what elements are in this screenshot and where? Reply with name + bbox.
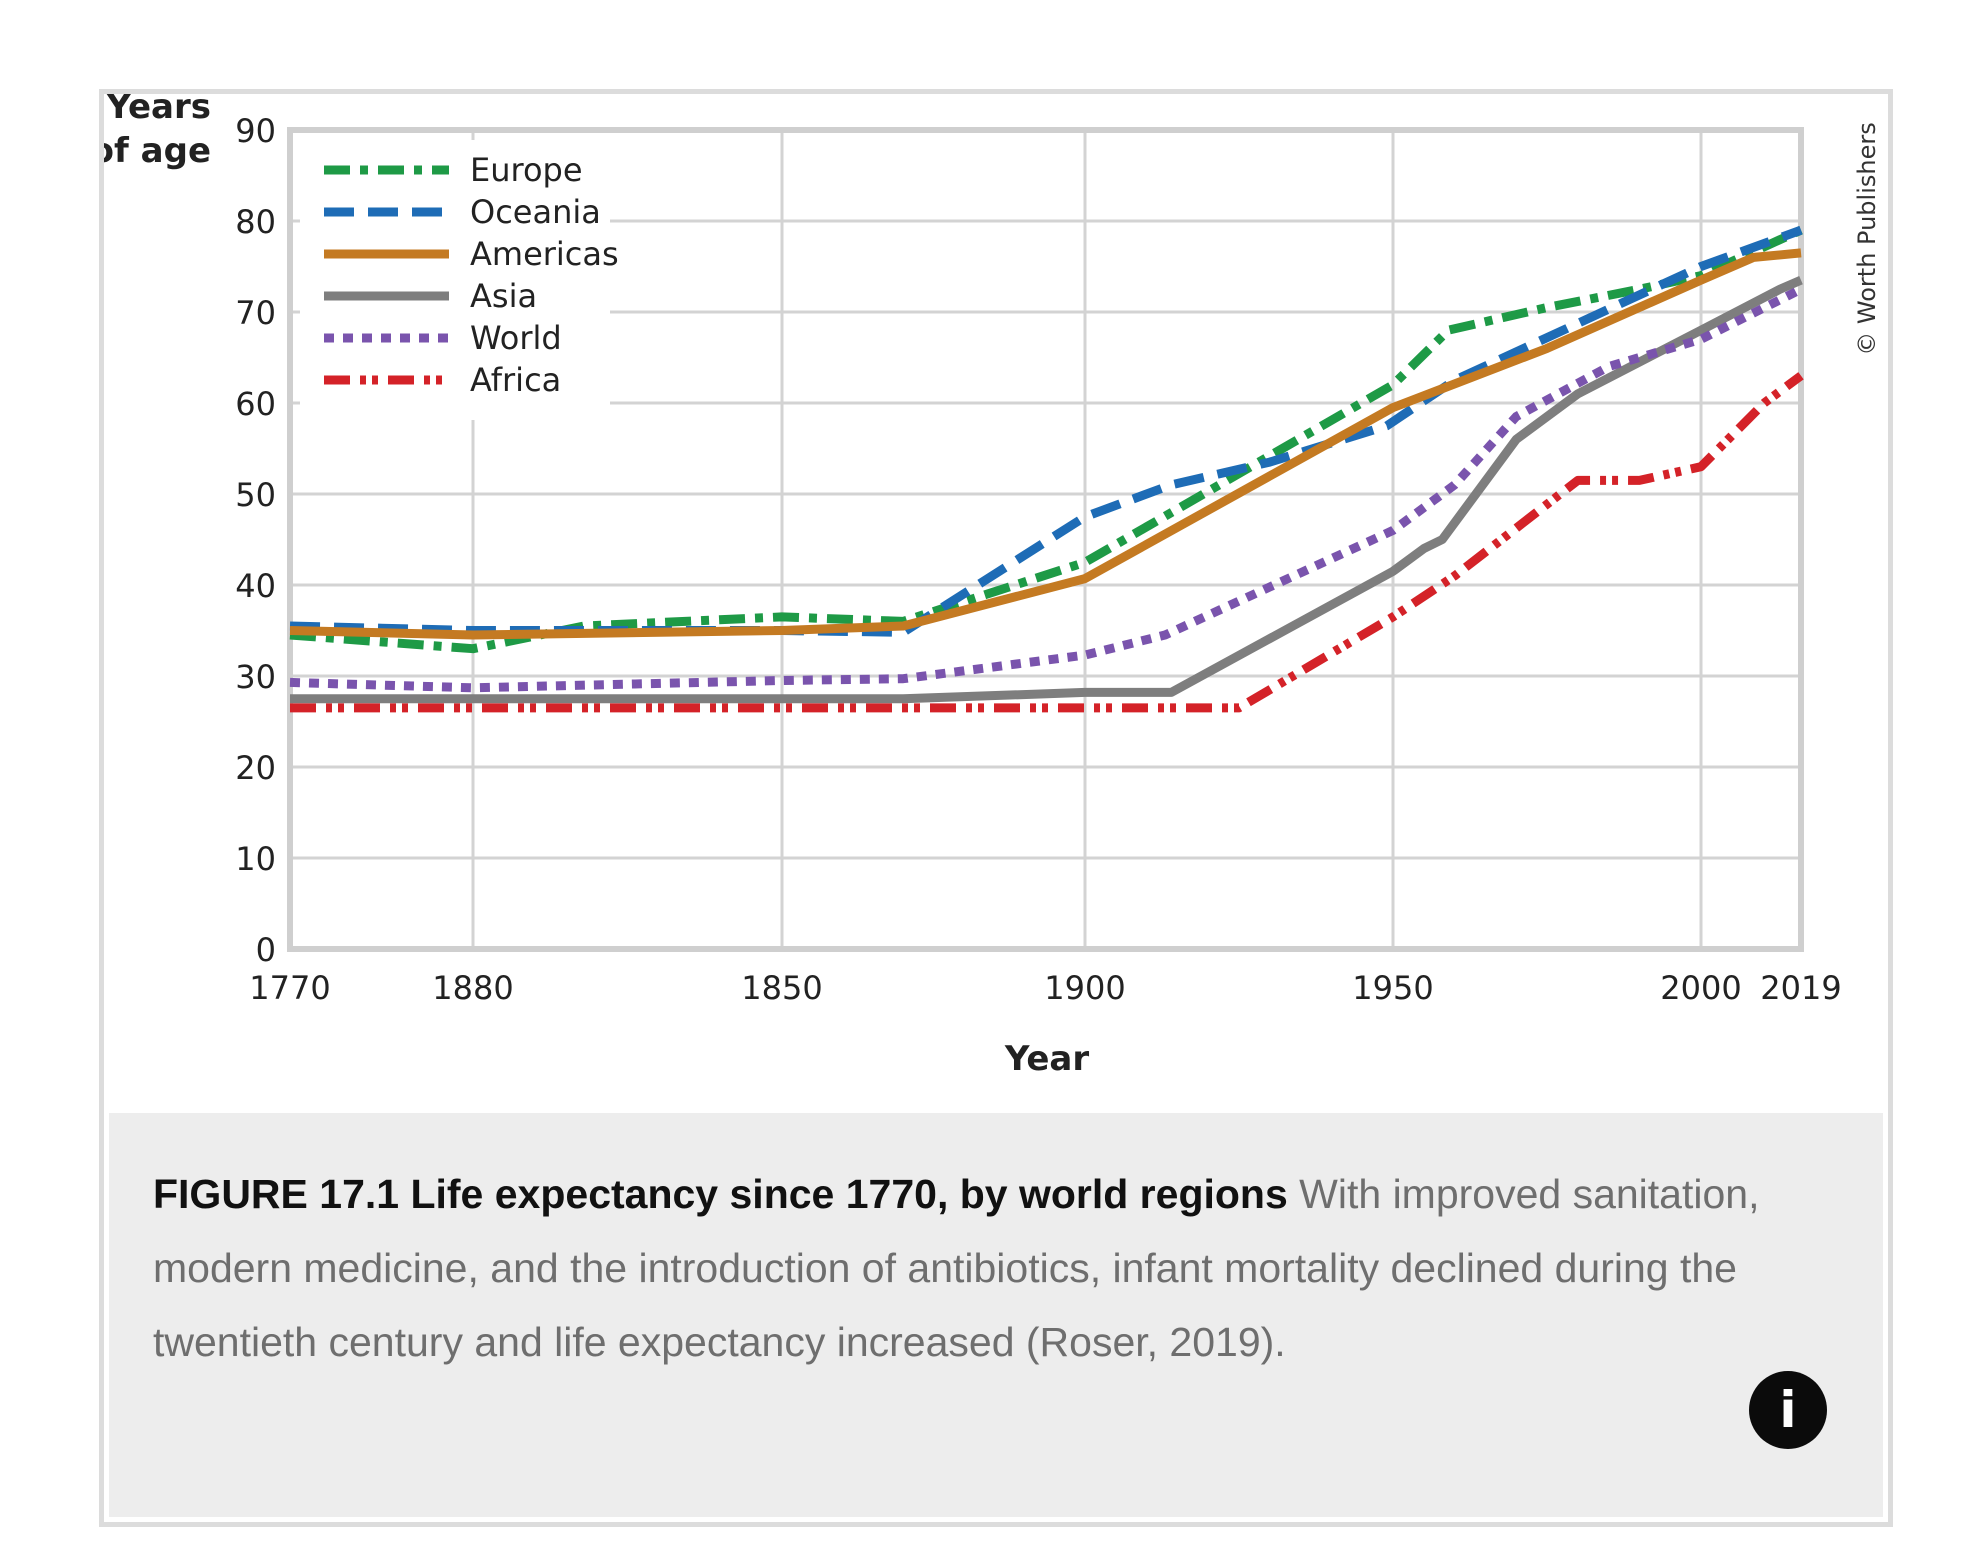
x-tick-label: 2000 [1660, 969, 1741, 1007]
x-tick-label: 1900 [1044, 969, 1125, 1007]
y-tick-label: 20 [235, 749, 276, 787]
y-tick-label: 10 [235, 840, 276, 878]
caption-title: FIGURE 17.1 Life expectancy since 1770, … [153, 1171, 1288, 1217]
legend-label-oceania: Oceania [470, 193, 601, 231]
x-tick-label: 2019 [1760, 969, 1841, 1007]
info-button[interactable]: i [1749, 1371, 1827, 1449]
x-tick-label: 1880 [432, 969, 513, 1007]
x-tick-label: 1770 [249, 969, 330, 1007]
y-tick-label: 50 [235, 476, 276, 514]
y-tick-label: 80 [235, 203, 276, 241]
series-line-world [289, 285, 1804, 693]
y-tick-label: 60 [235, 385, 276, 423]
legend-label-americas: Americas [470, 235, 619, 273]
y-tick-label: 30 [235, 658, 276, 696]
y-tick-label: 90 [235, 112, 276, 150]
legend-background [300, 140, 610, 420]
info-icon: i [1779, 1381, 1797, 1439]
figure-caption: FIGURE 17.1 Life expectancy since 1770, … [153, 1157, 1853, 1379]
x-tick-label: 1850 [741, 969, 822, 1007]
y-tick-label: 0 [256, 931, 276, 969]
caption-body: With improved sanitation, modern medicin… [153, 1171, 1760, 1365]
legend-label-europe: Europe [470, 151, 583, 189]
copyright-credit: © Worth Publishers [1853, 122, 1881, 355]
series-line-africa [290, 372, 1804, 713]
caption-area: FIGURE 17.1 Life expectancy since 1770, … [109, 1113, 1883, 1517]
y-tick-label: 70 [235, 294, 276, 332]
life-expectancy-chart: 0 10 20 30 40 50 60 70 80 90 1770 1880 1850 1900 1950 2… [104, 94, 1881, 1079]
series-line-asia [290, 275, 1803, 704]
figure-card: 0 10 20 30 40 50 60 70 80 90 1770 1880 1850 1900 1950 2… [99, 89, 1893, 1527]
y-tick-label: 40 [235, 567, 276, 605]
x-tick-label: 1950 [1352, 969, 1433, 1007]
legend-label-asia: Asia [470, 277, 537, 315]
x-axis-label: Year [1004, 1039, 1090, 1079]
y-axis-label-line2: of age [104, 131, 211, 171]
y-axis-label-line1: Years [105, 94, 211, 127]
legend-label-world: World [470, 319, 562, 357]
legend-label-africa: Africa [470, 361, 561, 399]
series-line-americas [289, 248, 1802, 640]
plot-frame [287, 127, 1804, 952]
